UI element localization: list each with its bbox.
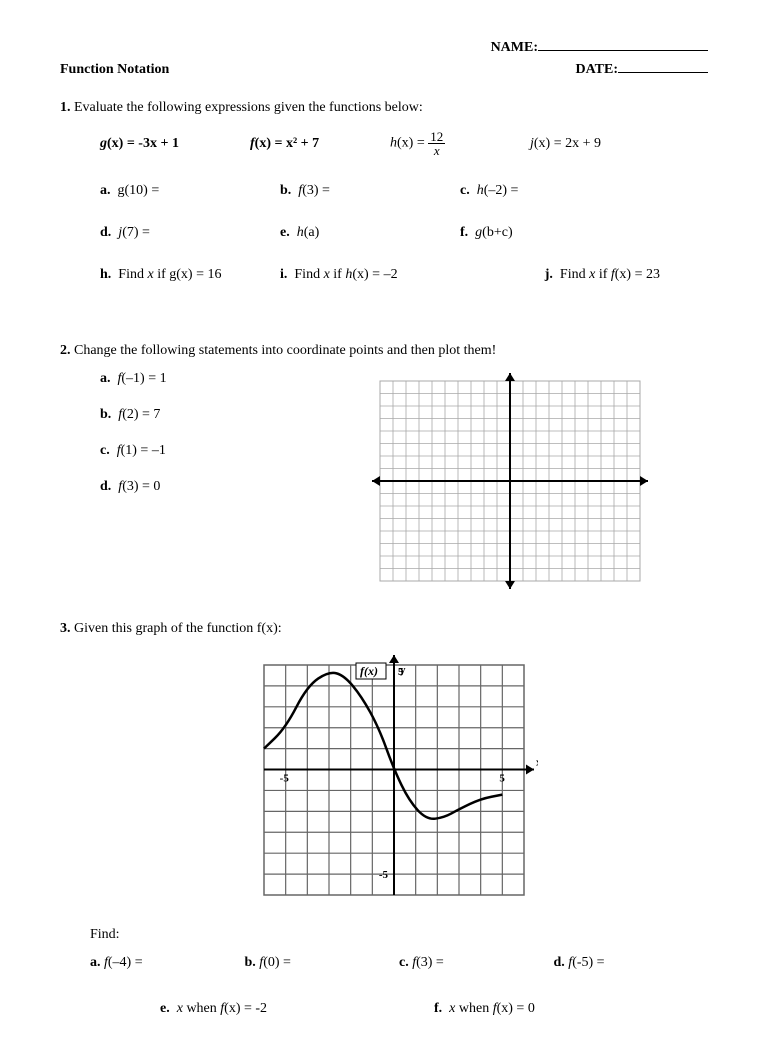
svg-text:5: 5 [398, 666, 404, 678]
q1-a: a. g(10) = [100, 183, 280, 199]
question-2: 2. Change the following statements into … [60, 343, 708, 591]
svg-text:-5: -5 [379, 869, 389, 881]
func-g: g(x) = -3x + 1 [100, 136, 240, 152]
q3-find: Find: [90, 927, 708, 943]
q1-row-abc: a. g(10) = b. f(3) = c. h(–2) = [60, 183, 708, 199]
svg-text:f(x): f(x) [360, 664, 378, 678]
q3-row-ef: e. x when f(x) = -2 f. x when f(x) = 0 [60, 1001, 708, 1017]
q1-num: 1. [60, 100, 71, 115]
q3-d: d. f(-5) = [554, 955, 709, 971]
q1-c: c. h(–2) = [460, 183, 640, 199]
q1-text: Evaluate the following expressions given… [74, 100, 423, 115]
q3-prompt: 3. Given this graph of the function f(x)… [60, 621, 708, 637]
q2-items: a. f(–1) = 1 b. f(2) = 7 c. f(1) = –1 d.… [60, 371, 360, 515]
question-1: 1. Evaluate the following expressions gi… [60, 100, 708, 283]
page-title: Function Notation [60, 62, 169, 78]
q1-i: i. Find x if h(x) = –2 [280, 267, 460, 283]
svg-text:5: 5 [499, 773, 505, 785]
q2-text: Change the following statements into coo… [74, 343, 496, 358]
q2-num: 2. [60, 343, 71, 358]
q1-b: b. f(3) = [280, 183, 460, 199]
q3-a: a. f(–4) = [90, 955, 245, 971]
q3-graph: f(x)yx5-55-55 [250, 651, 708, 909]
q2-c: c. f(1) = –1 [100, 443, 360, 459]
func-f: f(x) = x² + 7 [250, 136, 380, 152]
header-row-1: NAME: [60, 40, 708, 56]
date-label: DATE: [575, 62, 618, 77]
question-3: 3. Given this graph of the function f(x)… [60, 621, 708, 1017]
q1-row-def: d. j(7) = e. h(a) f. g(b+c) [60, 225, 708, 241]
svg-text:x: x [536, 757, 538, 769]
q1-j: j. Find x if f(x) = 23 [460, 267, 660, 283]
q3-num: 3. [60, 621, 71, 636]
q3-f: f. x when f(x) = 0 [434, 1001, 708, 1017]
name-field[interactable]: NAME: [491, 40, 708, 56]
q2-b: b. f(2) = 7 [100, 407, 360, 423]
func-j: j(x) = 2x + 9 [530, 136, 650, 152]
q1-functions: g(x) = -3x + 1 f(x) = x² + 7 h(x) = 12x … [60, 130, 708, 157]
q3-text: Given this graph of the function f(x): [74, 621, 282, 636]
svg-text:-5: -5 [280, 773, 290, 785]
header-row-2: Function Notation DATE: [60, 62, 708, 78]
q1-d: d. j(7) = [100, 225, 280, 241]
q1-e: e. h(a) [280, 225, 460, 241]
q3-row-abcd: a. f(–4) = b. f(0) = c. f(3) = d. f(-5) … [60, 955, 708, 971]
q1-f: f. g(b+c) [460, 225, 640, 241]
date-field[interactable]: DATE: [575, 62, 708, 78]
q3-b: b. f(0) = [245, 955, 400, 971]
q2-grid [370, 371, 650, 591]
q3-e: e. x when f(x) = -2 [160, 1001, 434, 1017]
q1-h: h. Find x if g(x) = 16 [100, 267, 280, 283]
q1-row-hij: h. Find x if g(x) = 16 i. Find x if h(x)… [60, 267, 708, 283]
q2-a: a. f(–1) = 1 [100, 371, 360, 387]
q2-prompt: 2. Change the following statements into … [60, 343, 708, 359]
name-label: NAME: [491, 40, 538, 55]
q2-d: d. f(3) = 0 [100, 479, 360, 495]
func-h: h(x) = 12x [390, 130, 520, 157]
q3-c: c. f(3) = [399, 955, 554, 971]
q1-prompt: 1. Evaluate the following expressions gi… [60, 100, 708, 116]
